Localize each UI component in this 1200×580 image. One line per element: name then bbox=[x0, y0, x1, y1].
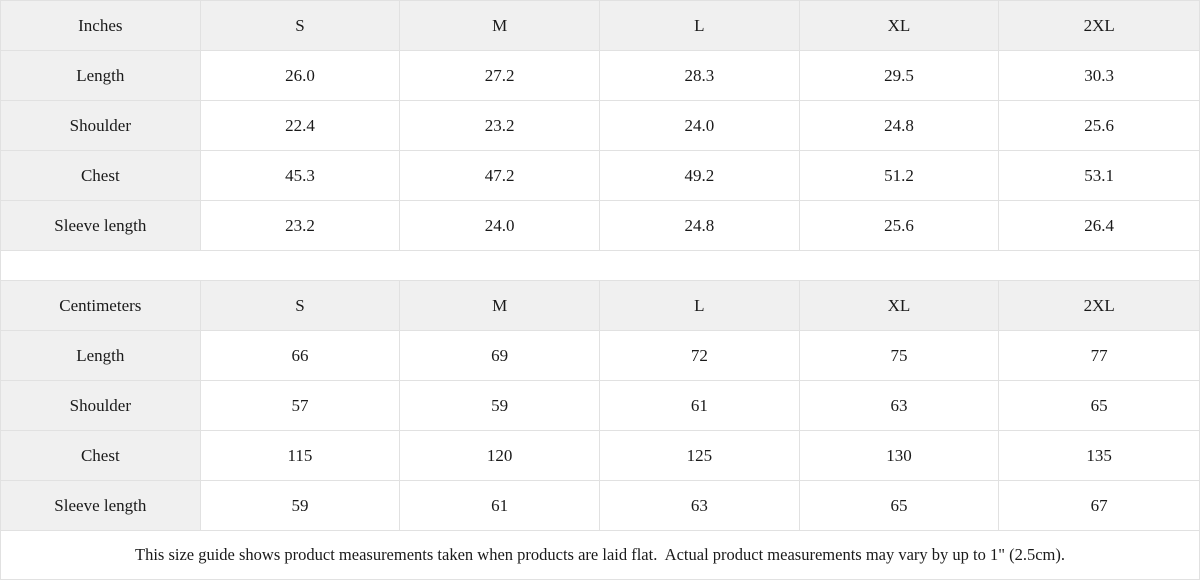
measurement-cell: 61 bbox=[400, 481, 600, 531]
size-header-m: M bbox=[400, 1, 600, 51]
size-header-l: L bbox=[600, 281, 800, 331]
measurement-cell: 26.4 bbox=[999, 201, 1199, 251]
measurement-cell: 57 bbox=[200, 381, 401, 431]
measurement-cell: 25.6 bbox=[999, 101, 1199, 151]
measurement-cell: 49.2 bbox=[600, 151, 800, 201]
measurement-cell: 130 bbox=[799, 431, 1000, 481]
size-guide-note: This size guide shows product measuremen… bbox=[1, 531, 1199, 579]
measurement-cell: 65 bbox=[999, 381, 1199, 431]
measurement-cell: 135 bbox=[999, 431, 1199, 481]
measurement-cell: 120 bbox=[400, 431, 600, 481]
section-separator bbox=[1, 251, 1199, 281]
measurement-cell: 77 bbox=[999, 331, 1199, 381]
size-header-l: L bbox=[600, 1, 800, 51]
measurement-cell: 67 bbox=[999, 481, 1199, 531]
row-label-length: Length bbox=[1, 51, 201, 101]
measurement-cell: 24.0 bbox=[600, 101, 800, 151]
measurement-cell: 23.2 bbox=[400, 101, 600, 151]
measurement-cell: 23.2 bbox=[200, 201, 401, 251]
measurement-cell: 65 bbox=[799, 481, 1000, 531]
size-header-2xl: 2XL bbox=[999, 281, 1199, 331]
measurement-cell: 63 bbox=[799, 381, 1000, 431]
measurement-cell: 53.1 bbox=[999, 151, 1199, 201]
measurement-cell: 25.6 bbox=[799, 201, 1000, 251]
size-header-s: S bbox=[200, 281, 401, 331]
measurement-cell: 29.5 bbox=[799, 51, 1000, 101]
measurement-cell: 24.0 bbox=[400, 201, 600, 251]
size-header-xl: XL bbox=[799, 1, 1000, 51]
measurement-cell: 22.4 bbox=[200, 101, 401, 151]
measurement-cell: 115 bbox=[200, 431, 401, 481]
measurement-cell: 59 bbox=[400, 381, 600, 431]
measurement-cell: 30.3 bbox=[999, 51, 1199, 101]
row-label-sleeve-length: Sleeve length bbox=[1, 201, 201, 251]
measurement-cell: 72 bbox=[600, 331, 800, 381]
unit-header-inches: Inches bbox=[1, 1, 201, 51]
measurement-cell: 125 bbox=[600, 431, 800, 481]
centimeters-table: Centimeters S M L XL 2XL Length 66 69 72… bbox=[1, 281, 1199, 531]
size-header-m: M bbox=[400, 281, 600, 331]
size-header-2xl: 2XL bbox=[999, 1, 1199, 51]
measurement-cell: 66 bbox=[200, 331, 401, 381]
measurement-cell: 63 bbox=[600, 481, 800, 531]
size-header-xl: XL bbox=[799, 281, 1000, 331]
unit-header-centimeters: Centimeters bbox=[1, 281, 201, 331]
measurement-cell: 24.8 bbox=[799, 101, 1000, 151]
measurement-cell: 47.2 bbox=[400, 151, 600, 201]
measurement-cell: 45.3 bbox=[200, 151, 401, 201]
measurement-cell: 28.3 bbox=[600, 51, 800, 101]
row-label-chest: Chest bbox=[1, 151, 201, 201]
measurement-cell: 59 bbox=[200, 481, 401, 531]
measurement-cell: 61 bbox=[600, 381, 800, 431]
row-label-shoulder: Shoulder bbox=[1, 381, 201, 431]
measurement-cell: 27.2 bbox=[400, 51, 600, 101]
measurement-cell: 24.8 bbox=[600, 201, 800, 251]
measurement-cell: 51.2 bbox=[799, 151, 1000, 201]
size-header-s: S bbox=[200, 1, 401, 51]
row-label-length: Length bbox=[1, 331, 201, 381]
row-label-shoulder: Shoulder bbox=[1, 101, 201, 151]
measurement-cell: 69 bbox=[400, 331, 600, 381]
measurement-cell: 26.0 bbox=[200, 51, 401, 101]
measurement-cell: 75 bbox=[799, 331, 1000, 381]
row-label-sleeve-length: Sleeve length bbox=[1, 481, 201, 531]
row-label-chest: Chest bbox=[1, 431, 201, 481]
inches-table: Inches S M L XL 2XL Length 26.0 27.2 28.… bbox=[1, 1, 1199, 251]
